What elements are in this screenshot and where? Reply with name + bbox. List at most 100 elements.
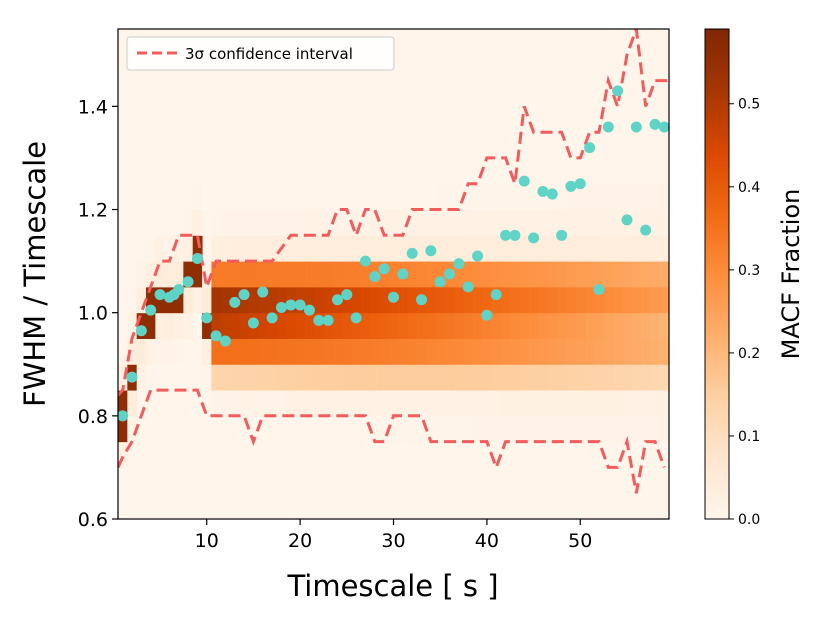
heatmap-cell	[612, 286, 623, 314]
heatmap-cell	[192, 183, 203, 211]
macf-point	[528, 232, 540, 244]
heatmap-cell	[370, 286, 380, 314]
heatmap-cell	[183, 209, 194, 236]
heatmap-cell	[304, 261, 315, 288]
heatmap-cell	[351, 338, 362, 365]
heatmap-cell	[360, 364, 371, 391]
heatmap-cell	[594, 235, 605, 262]
heatmap-cell	[295, 235, 306, 262]
heatmap-cell	[463, 235, 474, 262]
heatmap-cell	[230, 312, 240, 339]
heatmap-cell	[164, 338, 175, 365]
heatmap-cell	[584, 209, 595, 236]
heatmap-cell	[612, 209, 623, 236]
heatmap-cell	[416, 415, 427, 443]
heatmap-cell	[584, 364, 595, 391]
heatmap-cell	[491, 312, 502, 339]
heatmap-cell	[547, 390, 558, 417]
heatmap-cell	[650, 415, 661, 443]
heatmap-cell	[155, 235, 166, 262]
heatmap-cell	[491, 390, 502, 417]
heatmap-cell	[314, 364, 324, 391]
heatmap-cell	[463, 261, 474, 288]
heatmap-cell	[370, 209, 380, 236]
heatmap-cell	[351, 261, 362, 288]
heatmap-cell	[482, 261, 493, 288]
legend-entry-label: 3σ confidence interval	[185, 45, 353, 63]
heatmap-cell	[211, 261, 222, 288]
heatmap-cell	[622, 338, 633, 365]
heatmap-cell	[482, 286, 493, 314]
macf-point	[266, 312, 278, 324]
heatmap-cell	[435, 261, 446, 288]
heatmap-cell	[631, 261, 642, 288]
heatmap-cell	[463, 390, 474, 417]
macf-point	[444, 268, 456, 280]
heatmap-cell	[603, 183, 614, 211]
heatmap-cell	[276, 338, 287, 365]
heatmap-cell	[612, 338, 623, 365]
heatmap-cell	[304, 364, 315, 391]
heatmap-cell	[622, 364, 633, 391]
heatmap-cell	[258, 312, 268, 339]
colorbar-tick-label: 0.3	[738, 263, 760, 279]
heatmap-cell	[454, 390, 465, 417]
heatmap-cell	[538, 390, 549, 417]
heatmap-cell	[183, 235, 194, 262]
heatmap-cell	[435, 415, 446, 443]
macf-point	[173, 283, 185, 295]
heatmap-cell	[612, 415, 623, 443]
macf-point	[219, 335, 231, 347]
macf-point	[182, 276, 194, 288]
heatmap-cell	[267, 235, 278, 262]
heatmap-cell	[323, 261, 334, 288]
macf-point	[145, 304, 157, 316]
macf-point	[472, 250, 484, 262]
heatmap-cell	[258, 235, 268, 262]
heatmap-cell	[192, 235, 203, 262]
colorbar-tick-label: 0.2	[738, 346, 760, 362]
heatmap-cell	[528, 286, 539, 314]
heatmap-cell	[463, 286, 474, 314]
heatmap-cell	[640, 415, 651, 443]
heatmap-cell	[407, 209, 418, 236]
heatmap-cell	[528, 183, 539, 211]
heatmap-cell	[631, 338, 642, 365]
heatmap-cell	[631, 415, 642, 443]
heatmap-cell	[556, 235, 567, 262]
heatmap-cell	[360, 209, 371, 236]
heatmap-cell	[631, 235, 642, 262]
heatmap-cell	[211, 209, 222, 236]
heatmap-cell	[379, 338, 390, 365]
heatmap-cell	[398, 364, 409, 391]
y-tick-label: 1.2	[78, 200, 108, 222]
heatmap-cell	[519, 390, 530, 417]
heatmap-cell	[351, 286, 362, 314]
heatmap-cell	[603, 261, 614, 288]
macf-point	[574, 178, 586, 190]
heatmap-cell	[276, 312, 287, 339]
heatmap-cell	[640, 286, 651, 314]
heatmap-cell	[192, 209, 203, 236]
heatmap-cell	[304, 312, 315, 339]
macf-point	[565, 180, 577, 192]
heatmap-cell	[594, 209, 605, 236]
heatmap-cell	[230, 235, 240, 262]
macf-point	[303, 304, 315, 316]
heatmap-cell	[276, 286, 287, 314]
heatmap-cell	[528, 338, 539, 365]
heatmap-cell	[491, 415, 502, 443]
heatmap-cell	[332, 261, 343, 288]
macf-point	[322, 314, 334, 326]
heatmap-cell	[528, 312, 539, 339]
heatmap-cell	[258, 209, 268, 236]
heatmap-cell	[230, 390, 240, 417]
heatmap-cell	[612, 235, 623, 262]
heatmap-cell	[220, 338, 231, 365]
heatmap-cell	[510, 338, 521, 365]
heatmap-cell	[650, 286, 661, 314]
heatmap-cell	[146, 338, 156, 365]
heatmap-cell	[575, 312, 586, 339]
heatmap-cell	[202, 261, 212, 288]
heatmap-cell	[463, 338, 474, 365]
